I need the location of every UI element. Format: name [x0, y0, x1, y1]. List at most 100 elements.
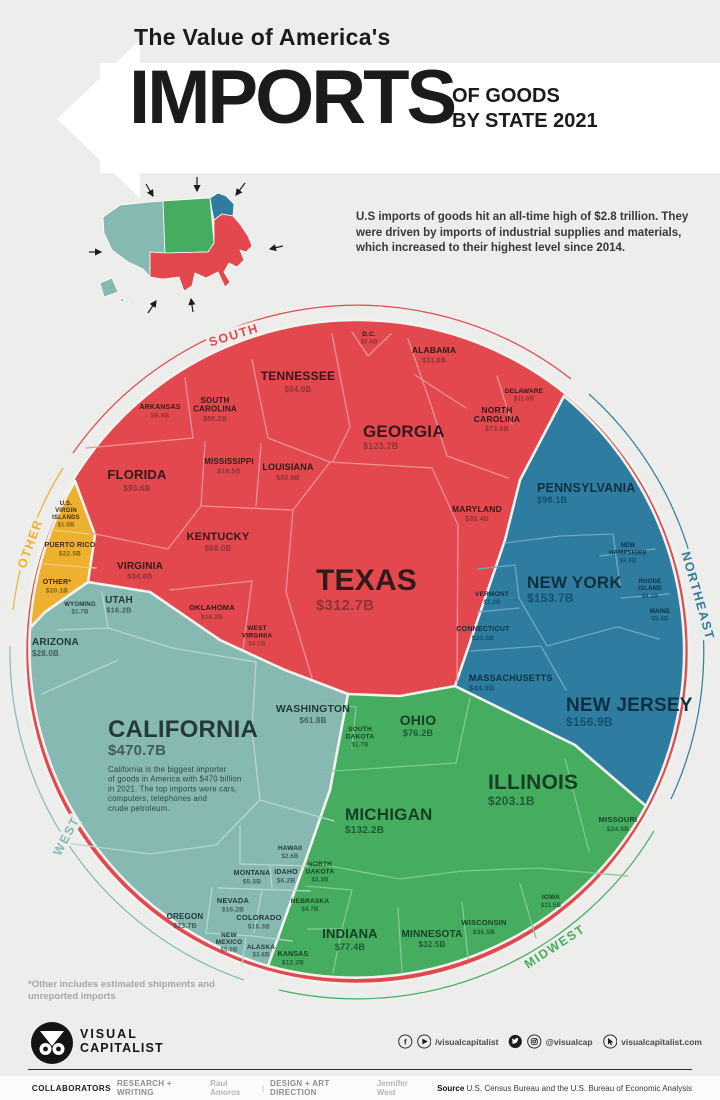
page-title: IMPORTS — [129, 55, 457, 140]
state-name: ARKANSAS — [139, 404, 180, 411]
logo-line1: VISUAL — [80, 1027, 138, 1041]
state-name: WISCONSIN — [461, 918, 506, 927]
state-name: OREGON — [167, 912, 204, 921]
minimap-midwest — [162, 197, 215, 254]
ring-other — [12, 467, 64, 611]
social-handle-fb-yt[interactable]: /visualcapitalist — [435, 1036, 499, 1047]
wedge-northeast — [453, 394, 686, 808]
state-value: $203.1B — [488, 794, 535, 808]
state-name: NEW — [221, 932, 237, 939]
california-annotation-line: in 2021. The top imports were cars, — [108, 784, 237, 793]
state-name: D.C. — [362, 331, 376, 338]
state-value: $93.6B — [124, 484, 151, 493]
state-cell-label: NEW JERSEY$156.9B — [566, 695, 693, 729]
website-link[interactable]: visualcapitalist.com — [621, 1036, 702, 1047]
state-cell-label: VIRGINIA$34.8B — [117, 561, 163, 581]
state-cell-label: MISSOURI $24.6B — [599, 815, 637, 833]
state-name: VIRGIN — [55, 508, 77, 514]
state-value: $1.0B — [57, 523, 74, 529]
state-name: SOUTH — [201, 396, 230, 405]
state-value: $470.7B — [108, 742, 166, 759]
facebook-icon[interactable]: f — [398, 1032, 413, 1051]
state-name: ALABAMA — [412, 345, 456, 355]
instagram-icon[interactable] — [527, 1032, 542, 1051]
state-cell-label: MONTANA $5.5B — [234, 870, 270, 886]
cell-borders-west — [41, 591, 335, 966]
state-cell-label: MASSACHUSETTS$44.0B — [469, 673, 552, 693]
state-name: UTAH — [105, 595, 133, 606]
state-value: $22.5B — [59, 551, 81, 558]
state-cell-label: PENNSYLVANIA$98.1B — [537, 481, 635, 505]
logo-wordmark: VISUAL CAPITALIST — [80, 1027, 164, 1055]
social-handle-tw-ig[interactable]: @visualcap — [545, 1036, 593, 1047]
arrow-icon — [188, 297, 196, 313]
state-value: $2.6B — [281, 854, 298, 860]
state-name: COLORADO — [236, 913, 281, 922]
state-cell-label: DELAWARE $11.9B — [505, 388, 544, 403]
state-value: $16.2B — [106, 606, 132, 615]
california-annotation-line: of goods in America with $470 billion — [108, 775, 242, 784]
cell-borders-other — [43, 529, 97, 569]
logo-line2: CAPITALIST — [80, 1041, 164, 1055]
state-cell-label: OHIO$76.2B — [400, 712, 436, 738]
footnote: *Other includes estimated shipments and … — [28, 979, 215, 1002]
state-name: NEW JERSEY — [566, 695, 693, 716]
state-name: NEBRASKA — [291, 898, 330, 905]
state-value: $28.0B — [32, 649, 59, 658]
state-name: MISSISSIPPI — [204, 457, 254, 466]
wedge-other — [28, 479, 97, 630]
subtitle-line1: OF GOODS — [452, 85, 560, 107]
state-value: $11.5B — [541, 903, 562, 909]
state-value: $1.7B — [71, 610, 88, 616]
region-ring — [9, 304, 705, 1000]
title-banner — [57, 40, 720, 198]
state-cell-label: MINNESOTA$32.5B — [401, 929, 462, 949]
state-value: $73.9B — [485, 426, 509, 433]
state-name: PENNSYLVANIA — [537, 481, 635, 495]
state-value: $5.0B — [220, 948, 237, 954]
state-name: NORTH — [308, 861, 332, 868]
state-name: DELAWARE — [505, 388, 544, 395]
state-name: NEW YORK — [527, 573, 622, 592]
state-name: ARIZONA — [32, 637, 79, 648]
cursor-icon[interactable] — [602, 1032, 618, 1051]
youtube-icon[interactable] — [416, 1032, 432, 1051]
state-value: $8.9B — [619, 559, 636, 565]
state-value: $156.9B — [566, 715, 613, 729]
california-annotation-line: crude petroleum. — [108, 804, 170, 813]
arrow-icon — [268, 244, 284, 252]
state-cell-label: TENNESSEE $94.0B — [261, 369, 335, 394]
state-name: SOUTH — [348, 726, 372, 733]
state-cell-label: PUERTO RICO $22.5B — [45, 542, 96, 558]
state-name: ALASKA — [247, 944, 275, 951]
minimap-south — [149, 213, 253, 292]
state-cell-label: NEW YORK$153.7B — [527, 573, 622, 605]
state-value: $94.0B — [285, 385, 312, 394]
state-value: $20.8B — [472, 635, 494, 642]
subtitle-line2: BY STATE 2021 — [452, 110, 598, 132]
state-cell-label: MICHIGAN$132.2B — [345, 805, 432, 836]
state-cell-label: IDAHO $6.2B — [274, 869, 298, 885]
ring-west — [9, 645, 245, 981]
state-cell-label: IOWA $11.5B — [541, 894, 562, 909]
state-value: $30.9B — [276, 475, 300, 482]
cell-borders-midwest — [305, 697, 629, 974]
state-name: CAROLINA — [193, 405, 237, 414]
cell-borders-northeast — [470, 533, 670, 691]
us-region-minimap — [99, 192, 253, 304]
state-name: U.S. — [60, 501, 73, 507]
state-cell-label: LOUISIANA $30.9B — [262, 462, 313, 482]
twitter-icon[interactable] — [508, 1032, 523, 1051]
state-cell-label: MARYLAND $35.4B — [452, 504, 502, 523]
title-kicker: The Value of America's — [134, 24, 391, 50]
state-value: $0.6B — [360, 340, 377, 346]
research-label: RESEARCH + WRITING — [117, 1079, 172, 1097]
state-value: $35.4B — [465, 516, 489, 523]
state-value: $3.3B — [311, 878, 328, 884]
state-cell-label: ILLINOIS$203.1B — [488, 771, 578, 808]
